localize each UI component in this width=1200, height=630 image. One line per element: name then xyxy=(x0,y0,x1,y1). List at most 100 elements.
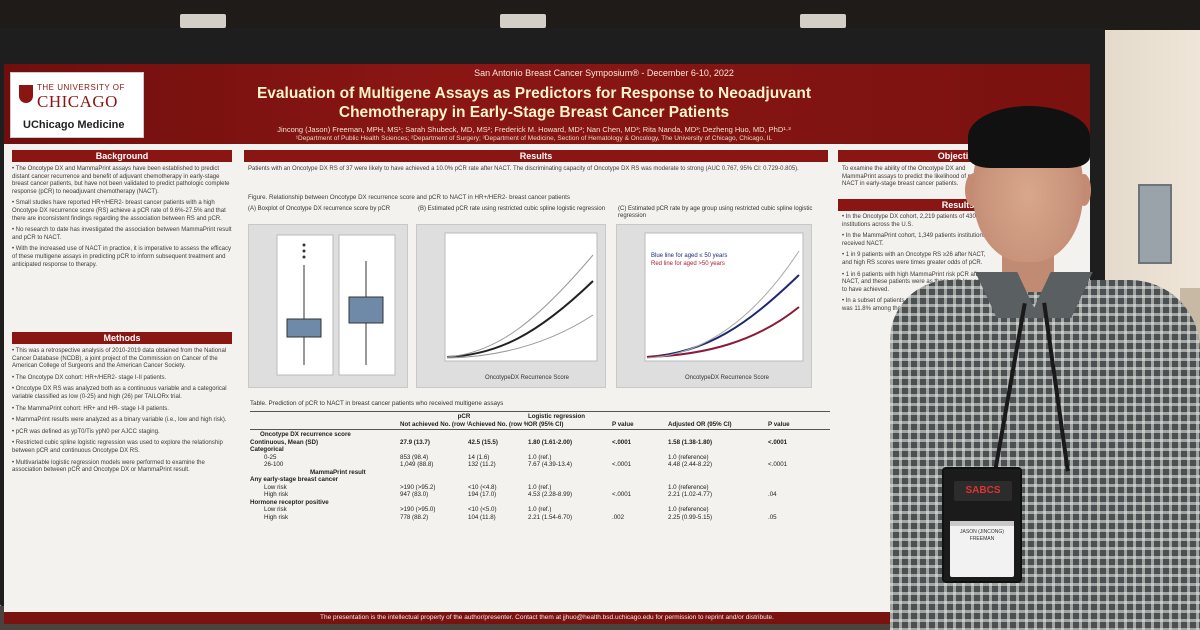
table-cell xyxy=(528,446,612,454)
background-text: • The Oncotype DX and MammaPrint assays … xyxy=(12,166,234,273)
table-row: 26-100 1,049 (88.8) 132 (11.2) 7.67 (4.39-1… xyxy=(250,461,830,469)
table-rule xyxy=(250,411,830,412)
methods-bullet: • This was a retrospective analysis of 2… xyxy=(12,348,227,370)
table-cell xyxy=(612,446,668,454)
methods-bullet: • The Oncotype DX cohort: HR+/HER2- stag… xyxy=(12,374,167,381)
table-cell: 1.0 (ref.) xyxy=(528,483,552,491)
logo-line1: THE UNIVERSITY OF xyxy=(37,83,125,92)
table-cell: 14 (1.6) xyxy=(468,453,490,461)
badge-logo: SABCS xyxy=(954,481,1012,501)
table-row: High risk 778 (88.2) 104 (11.8) 2.21 (1.54-… xyxy=(250,514,830,522)
table-cell: <.0001 xyxy=(612,461,632,468)
results-right-bullet: • 1 in 6 patients with high MammaPrint r… xyxy=(842,271,989,293)
conference-name: San Antonio Breast Cancer Symposium® - D… xyxy=(474,68,734,78)
results-heading: Results xyxy=(244,150,828,162)
table-rows-mammaprint: Any early-stage breast cancer Low risk >19… xyxy=(250,476,830,521)
table-cell: Hormone receptor positive xyxy=(250,498,329,506)
table-cell: .04 xyxy=(768,491,777,498)
table-cell xyxy=(668,476,768,484)
table-row: 0-25 853 (98.4) 14 (1.6) 1.0 (ref.) 1.0 (ref… xyxy=(250,454,830,462)
table-cell: Low risk xyxy=(264,506,287,513)
table-cell: <.0001 xyxy=(768,438,788,446)
table-cell: 947 (83.0) xyxy=(400,491,429,498)
table-caption: Table. Prediction of pCR to NACT in brea… xyxy=(250,400,504,407)
table-cell: P value xyxy=(612,420,634,428)
badge-card: JASON (JINCONG) FREEMAN xyxy=(950,521,1014,577)
table-cell: 1.0 (reference) xyxy=(668,506,709,513)
presenter: SABCS JASON (JINCONG) FREEMAN xyxy=(880,106,1200,630)
table-header-row: Not achieved No. (row %) Achieved No. (ro… xyxy=(250,421,830,429)
background-bullet: • The Oncotype DX and MammaPrint assays … xyxy=(12,166,230,195)
objective-text: To examine the ability of the Oncotype D… xyxy=(842,166,987,188)
ceiling-light xyxy=(500,14,546,28)
figure-a-boxplot xyxy=(248,224,408,388)
table-cell xyxy=(468,476,528,484)
spline-b-svg xyxy=(444,232,598,362)
table-cell: High risk xyxy=(264,513,289,521)
table-row: Low risk >190 (>95.2) <10 (<4.8) 1.0 (ref.)… xyxy=(250,484,830,492)
ceiling-light xyxy=(800,14,846,28)
table-cell: 2.25 (0.99-5.15) xyxy=(668,513,713,521)
table-cell xyxy=(528,476,612,484)
table-cell: 4.53 (2.28-8.99) xyxy=(528,491,573,498)
poster-title: Evaluation of Multigene Assays as Predic… xyxy=(256,85,812,121)
table-cell: 1.80 (1.61-2.00) xyxy=(528,438,573,446)
table-row: Any early-stage breast cancer xyxy=(250,476,830,484)
methods-bullet: • Oncotype DX RS was analyzed both as a … xyxy=(12,386,227,400)
table-cell: Adjusted OR (95% CI) xyxy=(668,420,732,428)
table-cell: >190 (>95.0) xyxy=(400,506,436,513)
results-right-bullet: • In the MammaPrint cohort, 1,349 patien… xyxy=(842,233,988,247)
poster-footer: The presentation is the intellectual pro… xyxy=(4,612,1090,624)
table-rows-oncotype: Continuous, Mean (SD) 27.9 (13.7) 42.5 (15… xyxy=(250,439,830,469)
table-rule xyxy=(250,429,830,430)
table-cell xyxy=(250,421,400,429)
table-row: Hormone receptor positive xyxy=(250,499,830,507)
table-row: Continuous, Mean (SD) 27.9 (13.7) 42.5 (15… xyxy=(250,439,830,447)
background-heading: Background xyxy=(12,150,232,162)
background-bullet: • With the increased use of NACT in prac… xyxy=(12,246,231,268)
table-cell xyxy=(612,484,668,492)
table-cell: <.0001 xyxy=(612,438,632,446)
figure-c-label: (C) Estimated pCR rate by age group usin… xyxy=(618,206,813,219)
university-logo: THE UNIVERSITY OF CHICAGO UChicago Medic… xyxy=(10,72,144,138)
table-cell: 1.0 (reference) xyxy=(668,483,709,491)
hair xyxy=(968,106,1090,168)
poster-authors: Jincong (Jason) Freeman, MPH, MS¹; Sarah… xyxy=(277,125,791,134)
poster-affiliations: ¹Department of Public Health Sciences; ²… xyxy=(295,135,773,142)
table-cell: Continuous, Mean (SD) xyxy=(250,438,319,446)
logo-line3: UChicago Medicine xyxy=(23,119,125,131)
table-cell: OR (95% CI) xyxy=(528,420,564,428)
figure-b-spline: OncotypeDX Recurrence Score xyxy=(416,224,606,388)
table-cell: 27.9 (13.7) xyxy=(400,438,430,446)
table-cell: Achieved No. (row %) xyxy=(468,420,528,428)
table-cell xyxy=(768,476,828,484)
table-group-header: pCR Logistic regression xyxy=(250,413,830,421)
table-cell: 2.21 (1.54-6.70) xyxy=(528,513,573,521)
table-cell: Any early-stage breast cancer xyxy=(250,476,339,483)
table-cell: <10 (<4.8) xyxy=(468,483,497,491)
table-cell: <.0001 xyxy=(612,491,632,498)
table-cell xyxy=(612,454,668,462)
logo-line2: CHICAGO xyxy=(37,92,118,111)
table-cell xyxy=(668,499,768,507)
table-row: High risk 947 (83.0) 194 (17.0) 4.53 (2.28-… xyxy=(250,491,830,499)
table-cell xyxy=(400,499,468,507)
table-cell: Not achieved No. (row %) xyxy=(400,420,468,428)
table-cell: 1.0 (ref.) xyxy=(528,453,552,461)
table-row: Low risk >190 (>95.0) <10 (<5.0) 1.0 (ref.)… xyxy=(250,506,830,514)
section-oncotype-label: Oncotype DX recurrence score xyxy=(260,431,351,438)
table-cell xyxy=(468,499,528,507)
table-cell xyxy=(400,446,468,454)
methods-bullet: • MammaPrint results were analyzed as a … xyxy=(12,417,227,424)
table-cell xyxy=(612,476,668,484)
table-cell xyxy=(400,476,468,484)
methods-bullet: • Restricted cubic spline logistic regre… xyxy=(12,440,223,454)
group-pcr: pCR xyxy=(457,413,471,420)
table-cell xyxy=(768,499,828,507)
table-cell xyxy=(768,484,828,492)
group-lr: Logistic regression xyxy=(528,413,586,420)
table-cell: 194 (17.0) xyxy=(468,491,497,498)
table-cell xyxy=(768,454,828,462)
background-bullet: • Small studies have reported HR+/HER2- … xyxy=(12,200,226,222)
